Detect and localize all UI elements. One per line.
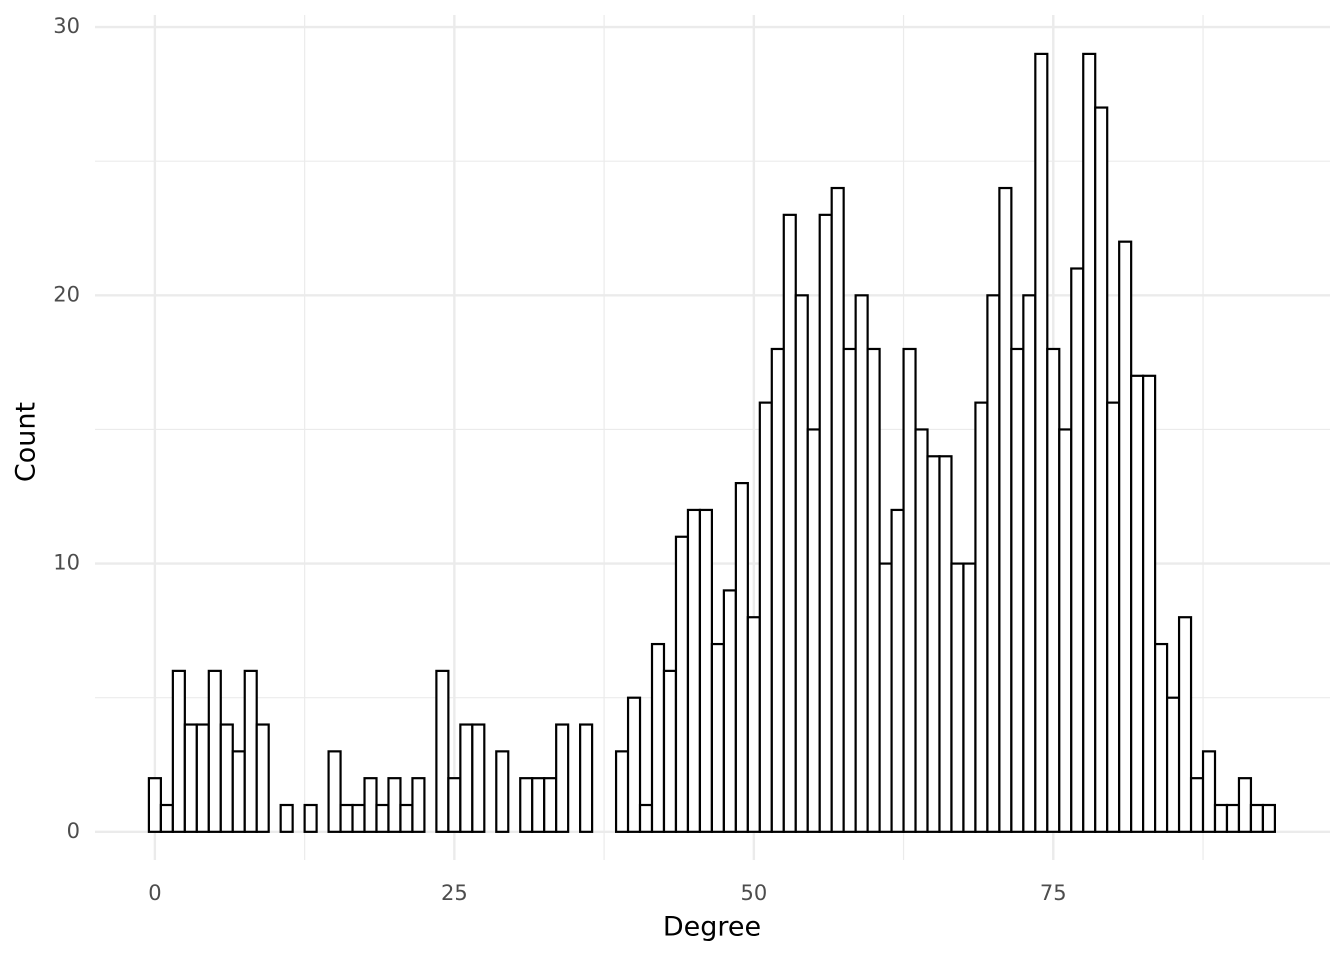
bar: [890, 508, 905, 833]
bar: [818, 213, 833, 833]
bar: [147, 777, 162, 833]
bar: [878, 562, 893, 833]
bar: [626, 696, 642, 833]
bar: [1261, 803, 1276, 833]
bar: [327, 750, 342, 833]
bar: [674, 535, 690, 833]
bar: [710, 642, 725, 833]
y-tick-label: 20: [53, 282, 80, 306]
x-tick-label: 75: [1040, 881, 1067, 905]
bar: [1082, 52, 1097, 833]
bar: [746, 616, 761, 833]
x-axis-label: Degree: [663, 912, 761, 943]
bar: [195, 723, 210, 833]
bar: [387, 777, 402, 833]
bar: [686, 508, 702, 833]
bar: [1142, 374, 1157, 833]
bar: [351, 803, 366, 833]
bar: [650, 642, 666, 833]
bar: [866, 347, 881, 833]
bar: [339, 803, 354, 833]
bar: [926, 455, 941, 833]
bar: [662, 669, 678, 833]
bar: [842, 347, 857, 833]
bar: [1094, 106, 1109, 833]
bar: [854, 294, 869, 833]
bar: [1201, 750, 1217, 833]
bar: [579, 723, 594, 833]
bar: [1070, 267, 1085, 833]
bar: [974, 401, 989, 833]
bar: [638, 803, 654, 833]
bar: [1106, 401, 1121, 833]
bar: [243, 669, 258, 833]
bar: [159, 803, 174, 833]
bar: [255, 723, 270, 833]
y-tick-label: 30: [53, 14, 80, 38]
bar: [1046, 347, 1061, 833]
bar: [303, 803, 318, 833]
bar: [459, 723, 474, 833]
bar: [914, 428, 929, 833]
bar: [555, 723, 570, 833]
y-tick-label: 0: [67, 819, 80, 843]
bar: [1022, 294, 1037, 833]
bar: [1010, 347, 1025, 833]
bar: [1177, 616, 1193, 833]
bar: [411, 777, 426, 833]
bar: [219, 723, 234, 833]
x-tick-label: 25: [441, 881, 468, 905]
bar: [399, 803, 414, 833]
bar: [207, 669, 222, 833]
y-axis-label: Count: [11, 402, 42, 482]
bar: [1189, 777, 1205, 833]
bar: [614, 750, 630, 833]
bar: [1034, 52, 1049, 833]
x-tick-label: 50: [740, 881, 767, 905]
bar: [519, 777, 534, 833]
bar: [363, 777, 378, 833]
bar: [1118, 240, 1133, 833]
bar: [231, 750, 246, 833]
bar: [794, 294, 809, 833]
bar: [902, 347, 917, 833]
bar: [806, 428, 821, 833]
bar: [171, 669, 186, 833]
bar: [722, 589, 737, 833]
bar: [698, 508, 714, 833]
bar: [495, 750, 510, 833]
bar: [279, 803, 294, 833]
bar: [950, 562, 965, 833]
bar: [758, 401, 773, 833]
bar: [782, 213, 797, 833]
bar: [986, 294, 1001, 833]
bar: [770, 347, 785, 833]
bar: [375, 803, 390, 833]
bar: [1249, 803, 1265, 833]
bar: [1165, 696, 1181, 833]
bar: [1154, 642, 1169, 833]
bar: [1225, 803, 1241, 833]
bar: [543, 777, 558, 833]
bar: [447, 777, 462, 833]
bar: [734, 482, 749, 833]
bar: [471, 723, 486, 833]
bar: [962, 562, 977, 833]
bar: [830, 186, 845, 833]
bar: [435, 669, 450, 833]
bar: [998, 186, 1013, 833]
bar: [531, 777, 546, 833]
x-tick-label: 0: [148, 881, 161, 905]
bar: [938, 455, 953, 833]
bar: [1130, 374, 1145, 833]
bar: [183, 723, 198, 833]
bar: [1237, 777, 1253, 833]
bar: [1213, 803, 1229, 833]
y-tick-label: 10: [53, 551, 80, 575]
bar: [1058, 428, 1073, 833]
